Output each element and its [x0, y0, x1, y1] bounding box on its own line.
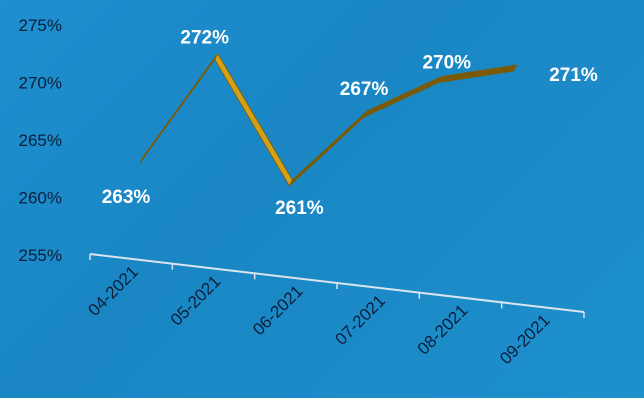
data-label: 263%	[102, 187, 151, 208]
y-tick-label: 265%	[19, 131, 62, 150]
x-tick-label: 06-2021	[249, 282, 307, 340]
data-labels: 263% 272% 261% 267% 270% 271%	[102, 28, 598, 220]
y-tick-label: 270%	[19, 74, 62, 93]
x-tick-label: 07-2021	[331, 291, 389, 349]
data-label: 270%	[422, 53, 471, 74]
data-label: 261%	[275, 198, 324, 219]
x-tick-label: 08-2021	[414, 301, 472, 359]
line-segment	[139, 53, 219, 164]
x-axis: 04-2021 05-2021 06-2021 07-2021 08-2021 09-20…	[84, 253, 585, 369]
series-line	[139, 52, 518, 187]
line-segment	[289, 110, 368, 187]
y-tick-label: 260%	[19, 189, 62, 208]
y-axis: 275% 270% 265% 260% 255%	[19, 16, 62, 265]
line-segment	[438, 64, 518, 84]
y-tick-label: 255%	[19, 246, 62, 265]
data-label: 267%	[340, 79, 389, 100]
line-segment	[214, 52, 293, 187]
x-tick-label: 04-2021	[84, 262, 142, 320]
data-label: 272%	[180, 28, 229, 49]
x-tick-label: 09-2021	[496, 311, 554, 369]
x-tick-label: 05-2021	[167, 272, 225, 330]
y-tick-label: 275%	[19, 16, 62, 35]
data-label: 271%	[549, 65, 598, 86]
